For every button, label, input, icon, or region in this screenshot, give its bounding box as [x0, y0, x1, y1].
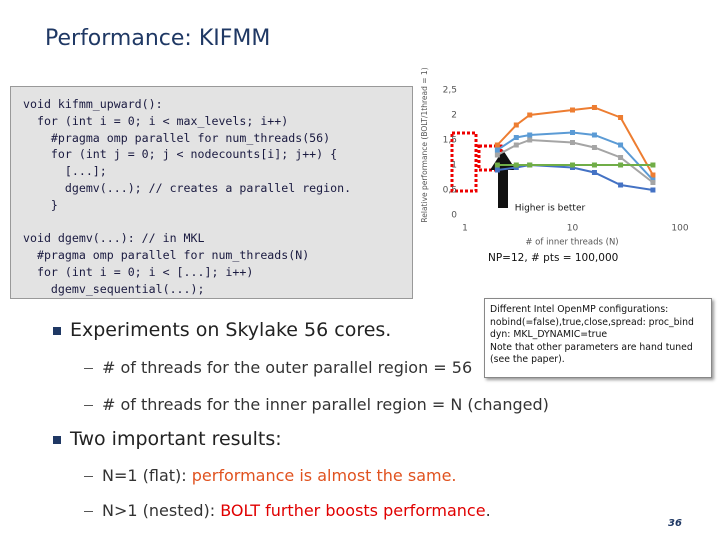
data-point — [570, 162, 575, 168]
y-tick-label: 1,5 — [443, 136, 457, 146]
page-number: 36 — [668, 518, 682, 529]
bullet: Two important results: — [53, 428, 282, 450]
x-tick-label: 10 — [567, 224, 579, 234]
highlight-text: BOLT further boosts performance — [220, 501, 486, 520]
y-tick-label: 2,5 — [443, 86, 457, 96]
bullet-text: Two important results: — [70, 428, 282, 450]
series-line — [496, 138, 654, 184]
sub-bullet: # of threads for the outer parallel regi… — [84, 358, 473, 377]
data-point — [494, 147, 500, 153]
callout-line: Note that other parameters are hand tune… — [490, 341, 693, 366]
highlight-box — [450, 131, 478, 193]
code-line: for (int j = 0; j < nodecounts[i]; j++) … — [23, 147, 338, 162]
x-axis-title: # of inner threads (N) — [525, 238, 618, 248]
data-point — [618, 162, 624, 168]
arrow — [490, 150, 516, 208]
data-point — [494, 167, 500, 173]
code-line: for (int i = 0; i < [...]; i++) — [23, 264, 254, 279]
y-tick-label: 1 — [451, 161, 457, 171]
y-tick-label: 2 — [451, 111, 457, 121]
data-point — [650, 162, 656, 168]
bullet-marker — [53, 436, 61, 444]
callout-line: nobind(=false),true,close,spread: proc_b… — [490, 316, 694, 328]
y-tick-label: 0 — [451, 211, 457, 221]
data-point — [513, 142, 519, 148]
bullet-text: Experiments on Skylake 56 cores. — [70, 319, 392, 341]
data-point — [513, 122, 519, 128]
code-line: [...]; — [23, 164, 107, 179]
data-point — [570, 130, 575, 135]
sub-bullet-text: N>1 (nested): — [102, 501, 221, 520]
y-axis-title: Relative performance (BOLT/1thread = 1) — [420, 67, 429, 222]
slide-title: Performance: KIFMM — [45, 26, 271, 51]
data-point — [570, 107, 575, 113]
series-line — [496, 131, 654, 181]
data-point — [494, 162, 500, 168]
code-line: dgemv(...); // creates a parallel region… — [23, 180, 352, 195]
data-point — [618, 182, 624, 188]
code-line: void kifmm_upward(): — [23, 97, 163, 111]
code-line: void dgemv(...): // in MKL — [23, 231, 205, 246]
data-point — [650, 180, 656, 185]
data-point — [527, 132, 533, 138]
dash — [84, 368, 93, 369]
data-point — [527, 112, 533, 118]
sub-bullet: N>1 (nested): BOLT further boosts perfor… — [84, 501, 491, 520]
bullet: Experiments on Skylake 56 cores. — [53, 319, 392, 341]
series-line — [497, 163, 654, 191]
sub-bullet: N=1 (flat): performance is almost the sa… — [84, 466, 457, 485]
callout: Different Intel OpenMP configurations: no… — [484, 298, 712, 378]
dash — [84, 405, 93, 406]
data-point — [527, 162, 533, 168]
callout-line: dyn: MKL_DYNAMIC=true — [490, 329, 608, 340]
data-point — [513, 162, 519, 168]
data-point — [570, 140, 575, 145]
x-tick-label: 100 — [671, 224, 688, 234]
code-line: #pragma omp parallel for num_threads(56) — [23, 130, 331, 145]
code-line: dgemv_sequential(...); — [23, 281, 205, 296]
data-point — [513, 135, 519, 140]
chart-note: NP=12, # pts = 100,000 — [488, 252, 619, 264]
data-point — [650, 187, 656, 193]
highlight-text: performance is almost the same. — [191, 466, 457, 485]
dash — [84, 511, 93, 512]
data-point — [494, 152, 500, 158]
data-point — [591, 145, 597, 150]
code-line: for (int i = 0; i < max_levels; i++) — [23, 113, 289, 128]
code-line: #pragma omp parallel for num_threads(N) — [23, 248, 310, 263]
data-point — [591, 162, 597, 168]
data-point — [650, 172, 656, 178]
callout-line: Different Intel OpenMP configurations: — [490, 304, 669, 315]
data-point — [618, 142, 624, 148]
code-box: void kifmm_upward(): for (int i = 0; i <… — [10, 86, 413, 299]
sub-bullet-text: # of threads for the outer parallel regi… — [102, 358, 473, 377]
data-point — [591, 132, 597, 138]
bullet-marker — [53, 327, 61, 335]
data-point — [494, 142, 500, 148]
y-tick-label: 0,5 — [443, 186, 457, 196]
sub-bullet-text: . — [485, 501, 491, 520]
annotation: Higher is better — [515, 204, 586, 214]
dash — [84, 476, 93, 477]
sub-bullet: # of threads for the inner parallel regi… — [84, 395, 549, 414]
sub-bullet-text: N=1 (flat): — [102, 466, 192, 485]
data-point — [618, 155, 624, 160]
data-point — [591, 170, 597, 175]
data-point — [591, 105, 597, 110]
data-point — [527, 137, 533, 143]
data-point — [618, 115, 624, 120]
sub-bullet-text: # of threads for the inner parallel regi… — [102, 395, 549, 414]
x-tick-label: 1 — [462, 224, 468, 234]
code-line: } — [23, 197, 58, 212]
